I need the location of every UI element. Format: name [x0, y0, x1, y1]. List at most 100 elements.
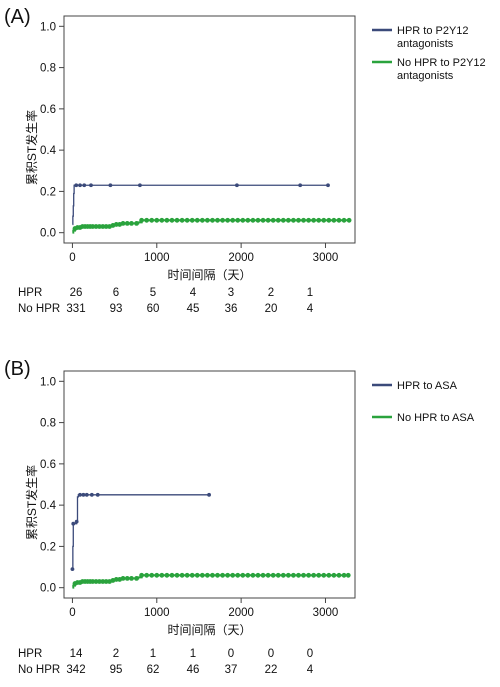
censor-mark — [82, 183, 87, 188]
censor-mark — [265, 572, 271, 578]
risk-cell: 0 — [306, 648, 314, 660]
censor-mark — [210, 217, 215, 223]
x-tick-label: 0 — [69, 252, 75, 264]
x-tick-label: 1000 — [144, 252, 170, 264]
censor-mark — [189, 572, 195, 578]
censor-mark — [250, 217, 256, 223]
risk-cell: 0 — [227, 648, 235, 660]
censor-mark — [149, 572, 155, 578]
censor-mark — [120, 220, 126, 226]
legend-label: No HPR to ASA — [397, 412, 475, 424]
censor-mark — [81, 492, 86, 497]
censor-mark — [100, 579, 106, 584]
censor-mark — [164, 217, 170, 223]
series-line — [72, 184, 329, 226]
censor-mark — [250, 572, 256, 578]
risk-cell: 60 — [146, 303, 160, 315]
risk-cell: 37 — [224, 664, 238, 676]
censor-mark — [89, 183, 93, 188]
censor-mark — [285, 572, 291, 578]
y-tick-label: 0.6 — [40, 459, 56, 471]
x-axis-label: 时间间隔（天） — [167, 268, 251, 282]
risk-cell: 1 — [189, 648, 197, 660]
censor-mark — [189, 217, 195, 223]
censor-mark — [331, 217, 337, 223]
risk-cell: 4 — [306, 664, 314, 676]
censor-mark — [270, 217, 276, 223]
censor-mark — [89, 492, 94, 497]
censor-mark — [113, 222, 119, 227]
x-tick-label: 1000 — [144, 607, 170, 619]
censor-mark — [321, 572, 327, 578]
y-axis-label: 累积ST发生率 — [24, 110, 39, 185]
censor-mark — [225, 572, 231, 578]
risk-cell: 62 — [146, 664, 160, 676]
censor-mark — [144, 572, 150, 578]
censor-mark — [346, 217, 352, 223]
y-tick-label: 0.0 — [40, 228, 56, 240]
censor-mark — [103, 579, 109, 584]
censor-mark — [240, 217, 246, 223]
censor-mark — [265, 217, 271, 223]
chart-b: 0.0 0.2 0.4 0.6 0.8 1.0 0 1000 2000 3000 时间间隔（天） 累积… — [24, 370, 475, 637]
plot-frame — [63, 370, 356, 599]
risk-cell: 1 — [306, 287, 314, 299]
censor-mark — [280, 572, 286, 578]
censor-mark — [100, 224, 106, 229]
x-tick-label: 0 — [69, 607, 75, 619]
y-tick-label: 0.4 — [40, 145, 57, 157]
censor-mark — [331, 572, 337, 578]
censor-mark — [215, 217, 220, 223]
legend-label: antagonists — [397, 38, 454, 50]
risk-cell: 342 — [66, 664, 86, 676]
censor-mark — [159, 217, 165, 223]
censor-mark — [341, 572, 347, 578]
risk-cell: 6 — [112, 287, 120, 299]
censor-mark — [230, 572, 236, 578]
x-tick-label: 3000 — [313, 607, 339, 619]
censor-mark — [134, 575, 139, 581]
censor-mark — [311, 572, 317, 578]
censor-mark — [84, 492, 89, 497]
censor-mark — [103, 224, 109, 229]
censor-mark — [298, 183, 303, 188]
censor-mark — [169, 217, 175, 223]
censor-mark — [341, 217, 347, 223]
risk-row-label: HPR — [18, 287, 43, 299]
censor-mark — [285, 217, 291, 223]
risk-cell: 26 — [69, 287, 83, 299]
censor-mark — [204, 572, 210, 578]
x-tick-label: 3000 — [313, 252, 339, 264]
censor-mark — [207, 492, 211, 497]
censor-mark — [260, 572, 266, 578]
censor-mark — [154, 572, 160, 578]
censor-mark — [326, 183, 330, 188]
x-axis-label: 时间间隔（天） — [167, 623, 251, 637]
censor-mark — [280, 217, 286, 223]
censor-mark — [149, 217, 155, 223]
risk-cell: 5 — [149, 287, 157, 299]
risk-cell: 3 — [227, 287, 235, 299]
censor-mark — [174, 572, 180, 578]
legend-label: No HPR to P2Y12 — [397, 57, 486, 69]
censor-mark — [154, 217, 160, 223]
chart-a: 0.0 0.2 0.4 0.6 0.8 1.0 0 1000 2000 3000 时间间隔（天） 累积… — [24, 15, 486, 282]
censor-mark — [245, 217, 251, 223]
risk-cell: 2 — [267, 287, 275, 299]
y-tick-label: 0.8 — [40, 418, 56, 430]
censor-mark — [169, 572, 175, 578]
censor-mark — [179, 217, 185, 223]
censor-mark — [179, 572, 185, 578]
censor-mark — [71, 521, 76, 526]
censor-mark — [164, 572, 170, 578]
censor-mark — [139, 572, 145, 578]
censor-mark — [97, 224, 102, 229]
y-tick-label: 0.0 — [40, 583, 56, 595]
censor-mark — [95, 492, 100, 497]
risk-cell: 1 — [149, 648, 157, 660]
censor-mark — [306, 217, 312, 223]
censor-mark — [129, 575, 134, 581]
censor-mark — [93, 579, 99, 584]
censor-mark — [194, 572, 200, 578]
legend-label: HPR to P2Y12 — [397, 25, 469, 37]
